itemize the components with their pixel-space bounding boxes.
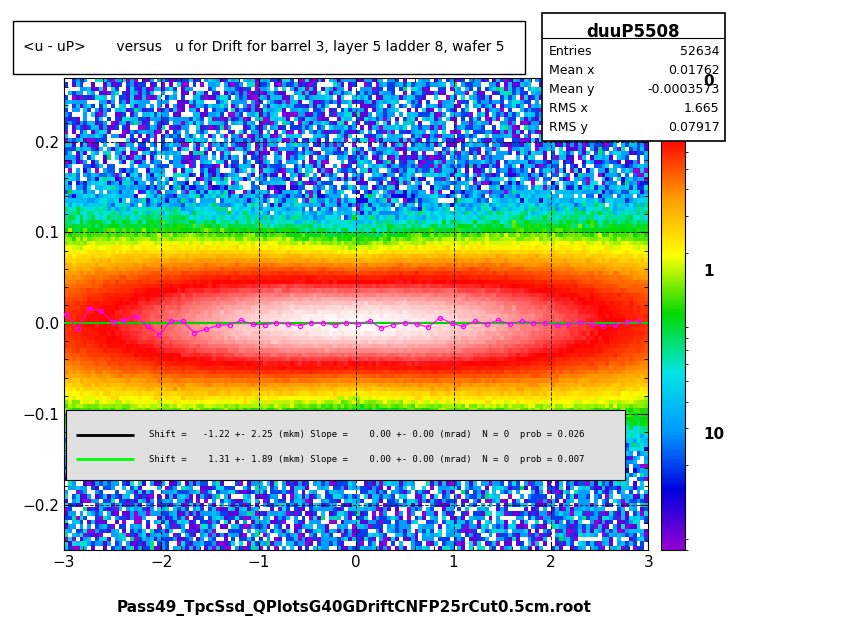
- Text: <u - uP>       versus   u for Drift for barrel 3, layer 5 ladder 8, wafer 5: <u - uP> versus u for Drift for barrel 3…: [23, 40, 504, 54]
- Text: 0: 0: [703, 74, 713, 89]
- Text: 52634: 52634: [679, 45, 719, 58]
- Text: 0.07917: 0.07917: [667, 121, 719, 134]
- Text: -0.0003573: -0.0003573: [647, 83, 719, 96]
- Text: Shift =   -1.22 +- 2.25 (mkm) Slope =    0.00 +- 0.00 (mrad)  N = 0  prob = 0.02: Shift = -1.22 +- 2.25 (mkm) Slope = 0.00…: [148, 430, 584, 439]
- Text: 1: 1: [703, 264, 713, 279]
- Text: Pass49_TpcSsd_QPlotsG40GDriftCNFP25rCut0.5cm.root: Pass49_TpcSsd_QPlotsG40GDriftCNFP25rCut0…: [117, 599, 590, 616]
- Text: 10: 10: [703, 427, 724, 442]
- Text: RMS x: RMS x: [549, 102, 587, 115]
- Text: Mean x: Mean x: [549, 64, 594, 77]
- Text: 1.665: 1.665: [683, 102, 719, 115]
- Bar: [66, 410, 625, 479]
- Text: Mean y: Mean y: [549, 83, 594, 96]
- Text: 0.01762: 0.01762: [667, 64, 719, 77]
- Text: Entries: Entries: [549, 45, 592, 58]
- Text: duuP5508: duuP5508: [586, 22, 679, 41]
- Text: RMS y: RMS y: [549, 121, 587, 134]
- Text: Shift =    1.31 +- 1.89 (mkm) Slope =    0.00 +- 0.00 (mrad)  N = 0  prob = 0.00: Shift = 1.31 +- 1.89 (mkm) Slope = 0.00 …: [148, 455, 584, 464]
